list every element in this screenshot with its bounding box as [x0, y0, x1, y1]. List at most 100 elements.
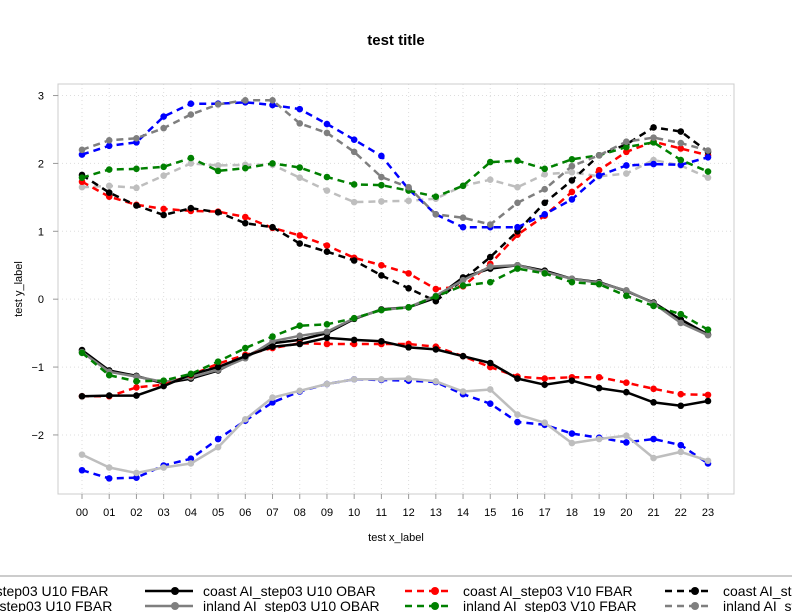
axes: 00 01 02 03 04 05 06 07 08 09 10 11 12 13 14 15 16 17 18 19… [31, 91, 714, 519]
data-point [623, 379, 630, 386]
data-point [378, 337, 385, 345]
data-point [78, 146, 86, 154]
data-point [323, 187, 331, 194]
legend-label: coast AI_step03 U10 OBAR [203, 583, 376, 599]
data-point [350, 136, 358, 143]
data-point [296, 232, 304, 239]
data-point [133, 474, 140, 482]
data-point [677, 448, 685, 456]
data-point [514, 265, 521, 272]
x-tick-label: 03 [158, 507, 170, 519]
data-point [269, 223, 276, 231]
data-point [105, 189, 113, 196]
data-point [350, 148, 358, 156]
data-point [105, 464, 113, 471]
data-point [133, 469, 140, 477]
data-point [242, 219, 249, 227]
data-point [378, 306, 385, 314]
data-point [514, 223, 521, 231]
data-point [269, 160, 276, 167]
data-point [269, 343, 276, 350]
y-tick-label: 0 [38, 294, 44, 306]
data-point [242, 164, 249, 172]
data-point [296, 340, 304, 348]
data-point [160, 163, 167, 171]
x-tick-label: 02 [130, 507, 142, 519]
data-point [677, 310, 685, 318]
data-point [78, 174, 86, 181]
data-point [242, 416, 249, 423]
data-point [350, 336, 358, 344]
y-tick-label: 3 [38, 91, 44, 103]
data-point [432, 346, 440, 353]
data-point [242, 96, 249, 104]
data-point [486, 386, 494, 393]
data-point [486, 253, 494, 261]
data-point [623, 148, 630, 156]
data-point [650, 302, 657, 310]
data-point [459, 182, 467, 190]
data-point [541, 381, 548, 389]
data-point [378, 152, 385, 160]
data-point [323, 129, 331, 137]
legend-label: inland AI_step03 U10 FBAR [0, 598, 112, 612]
data-point [677, 128, 685, 135]
data-point [378, 181, 385, 189]
data-point [133, 373, 140, 380]
legend-label: inland AI_step03 V10 OBAR [723, 598, 792, 612]
data-point [486, 400, 494, 408]
data-point [704, 457, 712, 465]
data-point [514, 411, 521, 418]
data-point [105, 371, 113, 379]
data-point [214, 363, 222, 371]
data-point [214, 358, 222, 365]
data-point [541, 199, 548, 207]
legend-label: coast AI_step03 V10 OBAR [723, 583, 792, 599]
x-tick-label: 09 [321, 507, 333, 519]
data-point [105, 137, 113, 144]
data-point [486, 359, 494, 367]
data-point [595, 172, 603, 179]
data-point [214, 101, 222, 108]
data-point [133, 378, 140, 385]
data-point [323, 173, 331, 181]
data-point [541, 270, 548, 277]
x-tick-label: 19 [593, 507, 605, 519]
x-tick-label: 22 [675, 507, 687, 519]
data-point [595, 280, 603, 288]
legend-item: inland AI_step03 V10 FBAR [405, 598, 637, 612]
data-point [677, 319, 685, 327]
data-point [296, 332, 304, 340]
data-point [405, 270, 412, 277]
data-point [677, 441, 685, 449]
data-point [514, 199, 521, 207]
legend-label: coast AI_step03 V10 FBAR [463, 583, 633, 599]
data-point [568, 162, 576, 170]
data-point [568, 177, 576, 184]
data-point [623, 292, 630, 300]
data-point [378, 198, 385, 205]
legend-item: inland AI_step03 U10 OBAR [145, 598, 380, 612]
x-tick-label: 15 [484, 507, 496, 519]
x-tick-label: 12 [402, 507, 414, 519]
data-point [378, 261, 385, 269]
x-tick-label: 16 [511, 507, 523, 519]
data-point [323, 320, 331, 328]
data-point [486, 278, 494, 286]
data-point [650, 385, 657, 393]
x-tick-label: 21 [647, 507, 659, 519]
data-point [187, 460, 195, 467]
data-point [160, 124, 167, 132]
data-point [677, 145, 685, 152]
series-line [82, 342, 709, 398]
data-point [187, 370, 195, 378]
series-9 [78, 334, 712, 410]
series-line [81, 267, 709, 383]
data-point [514, 418, 521, 426]
data-point [214, 435, 222, 443]
data-point [568, 430, 576, 437]
data-point [405, 375, 412, 382]
x-tick-label: 01 [103, 507, 115, 519]
data-point [405, 304, 412, 311]
data-point [541, 170, 548, 178]
